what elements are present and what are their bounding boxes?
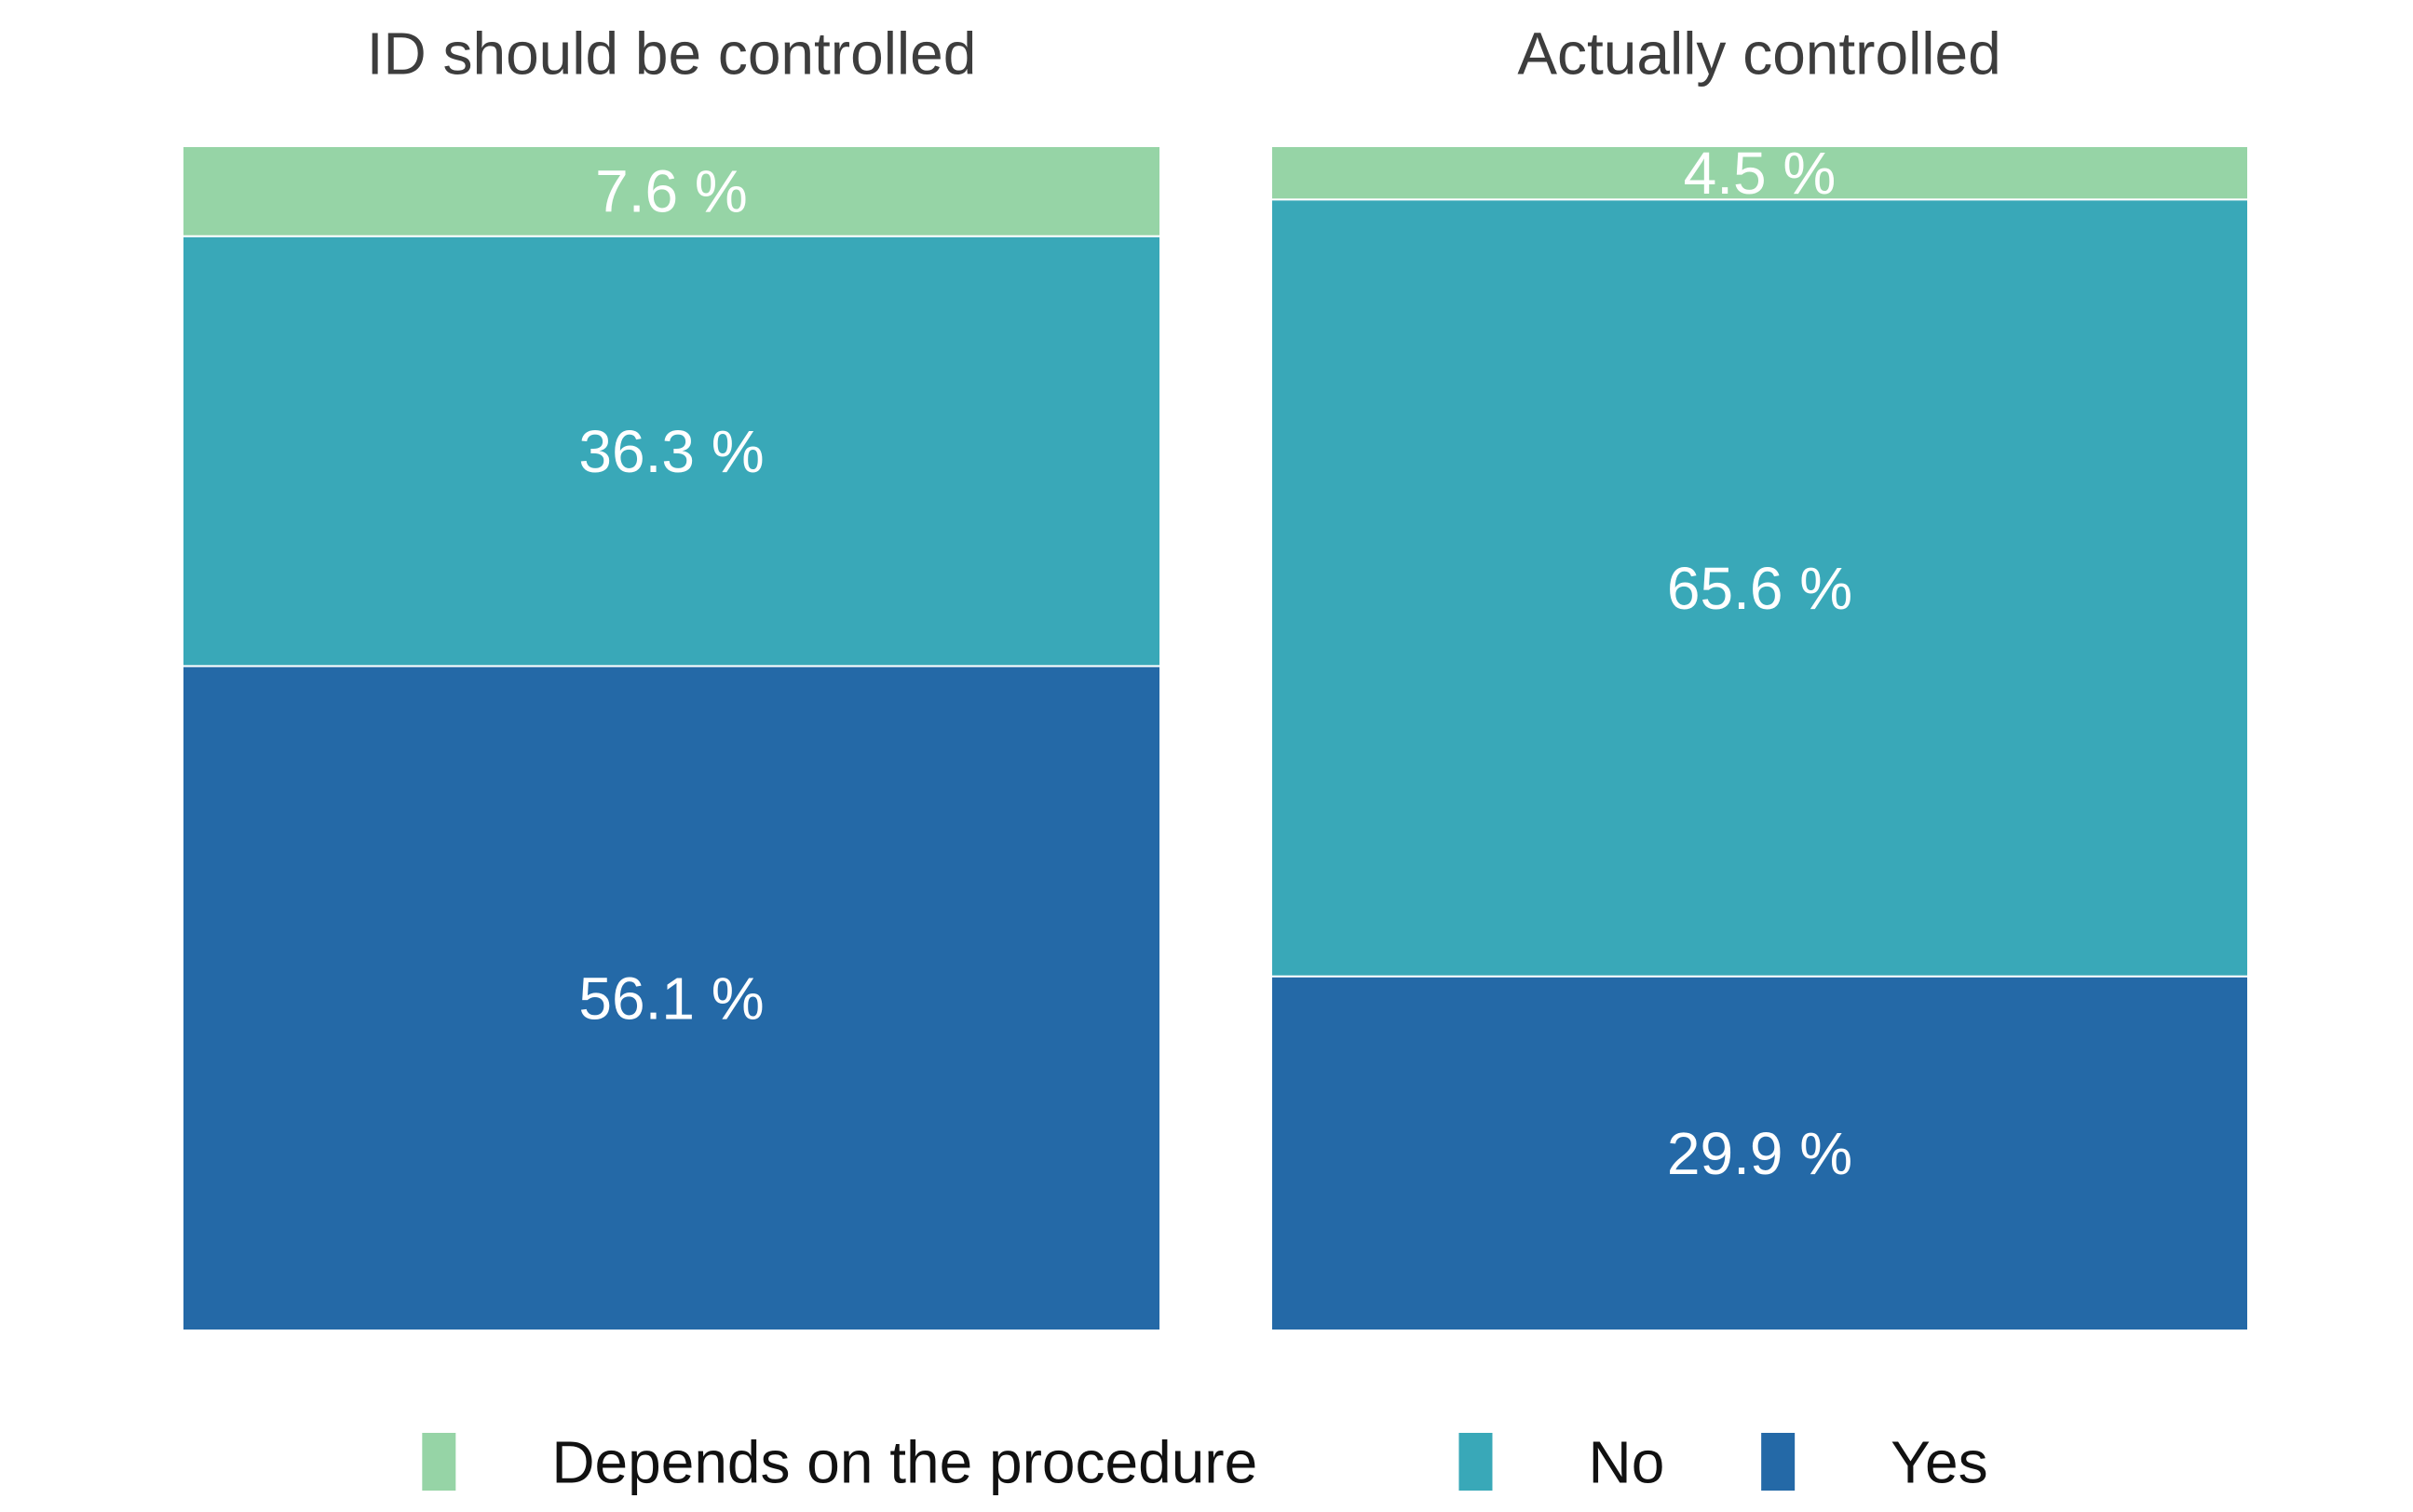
bar-segment-depends-on-the-procedure-panel-1 [182, 145, 1161, 237]
panel-title-1: ID should be controlled [367, 20, 977, 87]
bar-segment-yes-panel-1 [182, 665, 1161, 1331]
panel-title-2: Actually controlled [1517, 20, 2000, 87]
bar-segment-no-panel-2 [1270, 198, 2249, 978]
data-label-yes-panel-1: 56.1 % [578, 965, 764, 1033]
data-label-yes-panel-2: 29.9 % [1667, 1120, 1852, 1187]
legend-key-yes [1761, 1433, 1796, 1491]
data-label-no-panel-2: 65.6 % [1667, 555, 1852, 622]
legend-label-no: No [1588, 1428, 1664, 1495]
legend-label-yes: Yes [1891, 1428, 1987, 1495]
legend-key-depends-on-the-procedure [422, 1433, 456, 1491]
legend-key-no [1458, 1433, 1493, 1491]
data-label-depends-on-the-procedure-panel-2: 4.5 % [1684, 140, 1837, 207]
bar-segment-yes-panel-2 [1270, 975, 2249, 1331]
bar-segment-depends-on-the-procedure-panel-2 [1270, 145, 2249, 201]
bar-segment-no-panel-1 [182, 235, 1161, 668]
data-label-depends-on-the-procedure-panel-1: 7.6 % [595, 158, 748, 225]
legend-label-depends-on-the-procedure: Depends on the procedure [551, 1428, 1257, 1495]
data-label-no-panel-1: 36.3 % [578, 418, 764, 485]
